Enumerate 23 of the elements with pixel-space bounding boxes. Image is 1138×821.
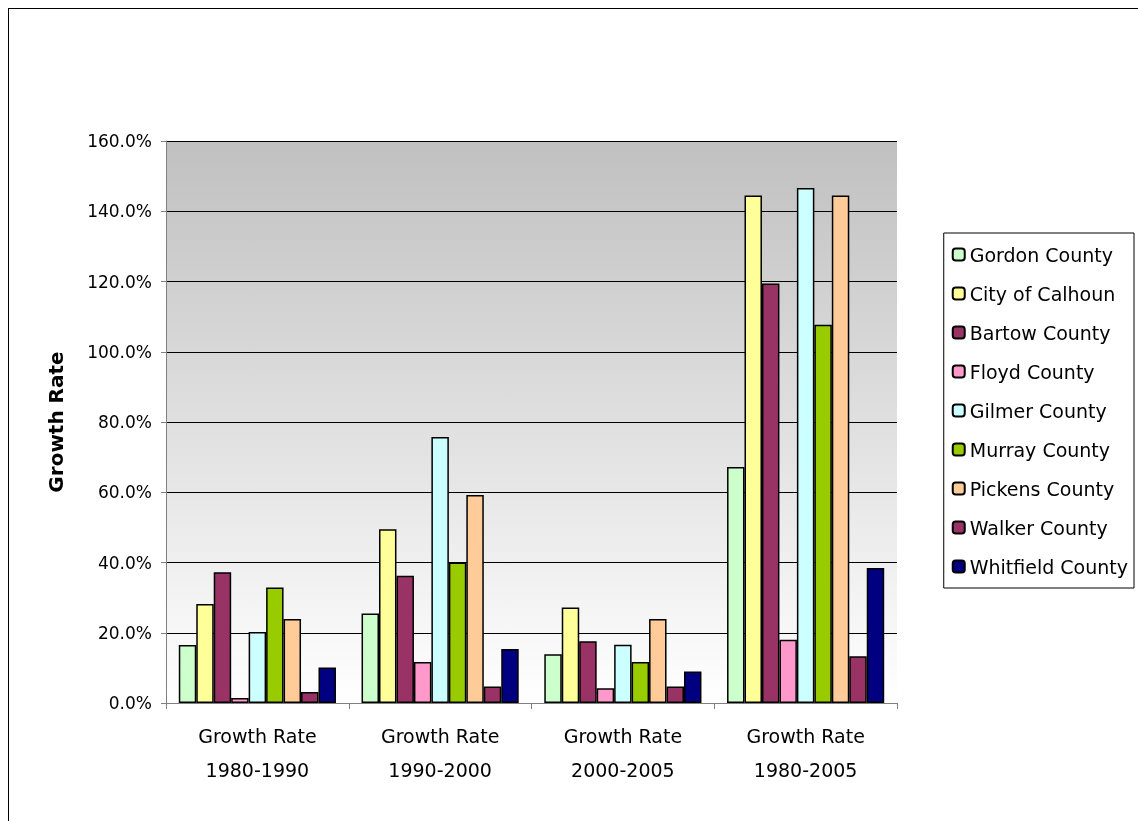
x-tick-label: Growth Rate 1990-2000: [380, 725, 500, 781]
legend-label: Pickens County: [969, 477, 1115, 500]
y-tick-label: 80.0%: [97, 412, 152, 432]
legend-label: Whitfield County: [969, 555, 1128, 578]
legend-label: City of Calhoun: [969, 282, 1116, 305]
y-tick-label: 160.0%: [87, 131, 152, 151]
y-tick-label: 40.0%: [97, 552, 152, 573]
y-tick-label: 120.0%: [87, 271, 152, 292]
legend-label: Floyd County: [969, 360, 1095, 383]
y-tick-label: 60.0%: [97, 482, 152, 503]
x-tick-label: Growth Rate 2000-2005: [563, 725, 683, 781]
y-tick-label: 20.0%: [97, 622, 152, 643]
y-tick-label: 140.0%: [87, 201, 152, 222]
legend-label: Walker County: [969, 516, 1108, 539]
y-axis-title: Growth Rate: [44, 351, 68, 493]
x-tick-label: Growth Rate 1980-1990: [198, 725, 317, 781]
y-tick-label: 0.0%: [108, 693, 152, 713]
legend-label: Gordon County: [969, 243, 1113, 266]
legend-label: Gilmer County: [969, 399, 1107, 422]
legend-label: Murray County: [969, 438, 1111, 461]
legend-label: Bartow County: [969, 321, 1111, 344]
y-tick-label: 100.0%: [87, 341, 152, 362]
x-tick-label: Growth Rate 1980-2005: [746, 725, 865, 781]
